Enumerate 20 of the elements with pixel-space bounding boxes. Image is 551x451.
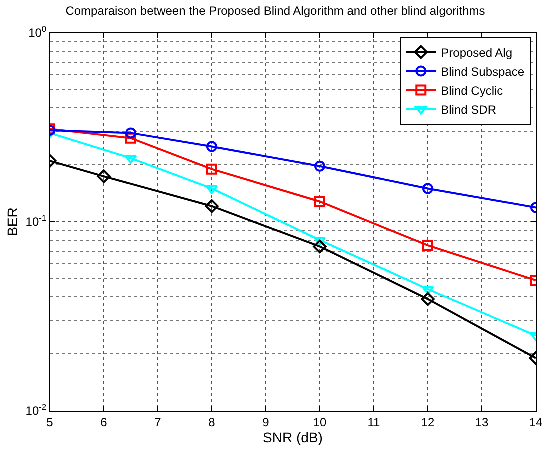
x-tick-label: 12 [421, 415, 435, 430]
x-tick-label: 14 [529, 415, 543, 430]
x-tick-label: 11 [368, 415, 381, 430]
legend-label: Proposed Alg [441, 46, 513, 60]
x-tick-label: 10 [313, 415, 327, 430]
x-tick-label: 8 [208, 415, 216, 430]
x-tick-label: 6 [100, 415, 108, 430]
x-tick-label: 5 [46, 415, 54, 430]
legend-label: Blind Subspace [441, 64, 525, 79]
legend-label: Blind Cyclic [441, 84, 504, 98]
y-tick-label: 10$^{-1}$ [26, 213, 47, 230]
y-tick-label: 10$^{-2}$ [26, 402, 47, 418]
y-tick-label: 10$^{0}$ [28, 24, 47, 40]
x-tick-label: 9 [262, 415, 270, 430]
x-tick-label: 13 [475, 415, 489, 430]
chart-title: Comparaison between the Proposed Blind Algorithm and other blind algorithms [66, 4, 486, 18]
x-tick-label: 7 [154, 415, 162, 430]
x-axis-title: SNR (dB) [263, 430, 323, 446]
y-axis-title: BER [4, 208, 20, 236]
legend-label: Blind SDR [441, 102, 497, 117]
